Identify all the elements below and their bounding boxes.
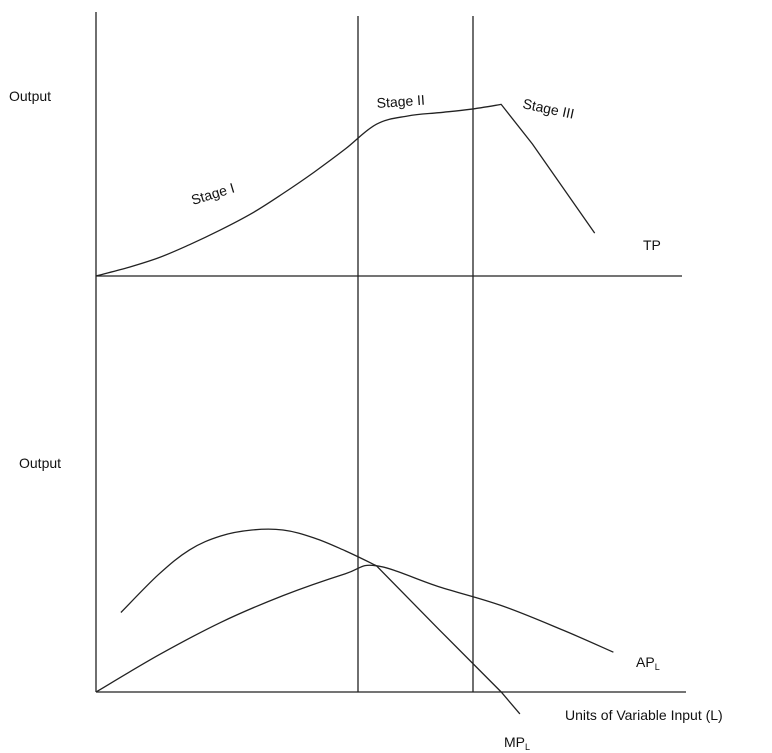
tp-label: TP xyxy=(643,237,661,253)
bottom-y-label: Output xyxy=(19,455,61,471)
top-y-label: Output xyxy=(9,88,51,104)
ap-label: APL xyxy=(636,654,660,672)
ap-curve xyxy=(95,564,614,693)
mp-label-main: MP xyxy=(504,734,525,750)
stage-2-label: Stage II xyxy=(376,92,425,111)
mp-label: MPL xyxy=(504,734,530,752)
tp-curve xyxy=(95,103,596,277)
x-axis-label: Units of Variable Input (L) xyxy=(565,707,723,723)
ap-label-sub: L xyxy=(655,662,660,672)
ap-label-main: AP xyxy=(636,654,655,670)
mp-curve xyxy=(120,528,521,715)
stage-3-label: Stage III xyxy=(521,95,575,121)
mp-label-sub: L xyxy=(525,742,530,752)
stage-1-label: Stage I xyxy=(189,180,236,208)
